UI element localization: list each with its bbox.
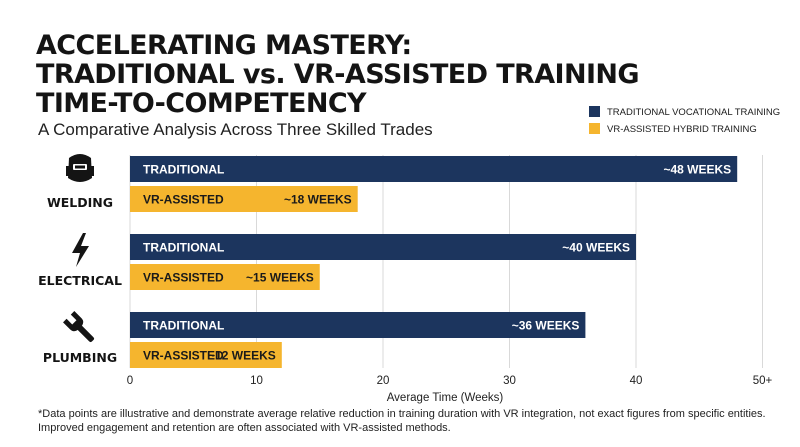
bar-label-welding-traditional: TRADITIONAL bbox=[143, 163, 224, 177]
x-tick-label-0: 0 bbox=[127, 375, 133, 387]
bar-welding-traditional bbox=[130, 156, 738, 182]
category-label-electrical: ELECTRICAL bbox=[38, 273, 122, 288]
x-tick-label-5: 50+ bbox=[753, 375, 773, 387]
x-tick-label-1: 10 bbox=[250, 375, 263, 387]
legend-label-traditional: TRADITIONAL VOCATIONAL TRAINING bbox=[607, 107, 781, 118]
value-label-plumbing-traditional: ~36 WEEKS bbox=[512, 319, 580, 333]
chart-title-line-2: TRADITIONAL vs. VR-ASSISTED TRAINING bbox=[36, 59, 640, 90]
category-label-welding: WELDING bbox=[47, 195, 113, 210]
value-label-plumbing-vr: ~12 WEEKS bbox=[208, 349, 276, 363]
bar-label-electrical-traditional: TRADITIONAL bbox=[143, 241, 224, 255]
lightning-bolt-icon bbox=[72, 233, 89, 267]
value-label-electrical-vr: ~15 WEEKS bbox=[246, 271, 314, 285]
chart-title-line-3: TIME-TO-COMPETENCY bbox=[36, 88, 367, 119]
bar-label-plumbing-vr: VR-ASSISTED bbox=[143, 349, 224, 363]
chart-title-line-1: ACCELERATING MASTERY: bbox=[36, 30, 412, 61]
value-label-electrical-traditional: ~40 WEEKS bbox=[562, 241, 630, 255]
legend-label-vr: VR-ASSISTED HYBRID TRAINING bbox=[607, 124, 757, 135]
bar-plumbing-vr bbox=[130, 342, 282, 368]
value-label-welding-vr: ~18 WEEKS bbox=[284, 193, 352, 207]
wrench-icon bbox=[63, 311, 95, 343]
bar-electrical-vr bbox=[130, 264, 320, 290]
x-tick-label-3: 30 bbox=[503, 375, 516, 387]
legend-item-vr: VR-ASSISTED HYBRID TRAINING bbox=[589, 123, 757, 135]
bars: TRADITIONAL ~48 WEEKS VR-ASSISTED ~18 WEEKS… bbox=[130, 156, 738, 368]
x-tick-label-2: 20 bbox=[377, 375, 390, 387]
bar-plumbing-traditional bbox=[130, 312, 586, 338]
footnote: *Data points are illustrative and demons… bbox=[38, 408, 766, 434]
x-axis: 0 10 20 30 40 50+ bbox=[127, 375, 773, 387]
legend-swatch-vr bbox=[589, 123, 600, 134]
legend-item-traditional: TRADITIONAL VOCATIONAL TRAINING bbox=[589, 106, 780, 118]
bar-electrical-traditional bbox=[130, 234, 636, 260]
legend-swatch-traditional bbox=[589, 106, 600, 117]
chart-subtitle: A Comparative Analysis Across Three Skil… bbox=[38, 120, 433, 139]
welding-helmet-icon bbox=[66, 154, 94, 182]
bar-label-plumbing-traditional: TRADITIONAL bbox=[143, 319, 224, 333]
x-tick-label-4: 40 bbox=[630, 375, 643, 387]
x-axis-title: Average Time (Weeks) bbox=[387, 392, 504, 404]
bar-label-electrical-vr: VR-ASSISTED bbox=[143, 271, 224, 285]
category-label-plumbing: PLUMBING bbox=[43, 350, 117, 365]
bar-welding-vr bbox=[130, 186, 358, 212]
bar-label-welding-vr: VR-ASSISTED bbox=[143, 193, 224, 207]
value-label-welding-traditional: ~48 WEEKS bbox=[663, 163, 731, 177]
